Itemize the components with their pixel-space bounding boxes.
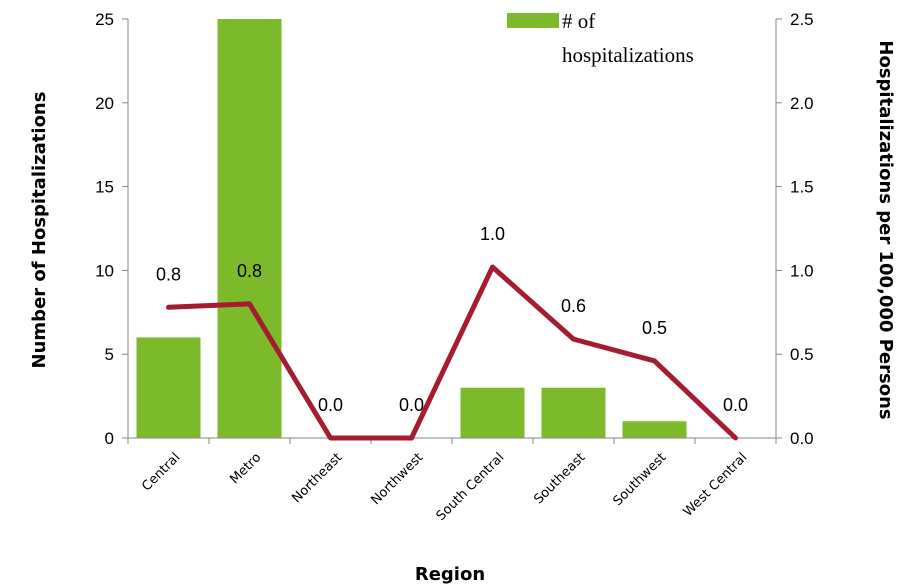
y-ticks-right: 0.0 0.5 1.0 1.5 2.0 2.5 bbox=[776, 10, 814, 448]
data-label: 0.0 bbox=[318, 395, 343, 415]
bar bbox=[217, 19, 282, 438]
y-tick-label: 0 bbox=[105, 429, 114, 448]
y2-tick-label: 0.5 bbox=[790, 345, 814, 364]
legend-label-line1: # of bbox=[562, 9, 595, 33]
bar bbox=[622, 421, 687, 438]
y-tick-label: 20 bbox=[95, 94, 114, 113]
y2-tick-label: 1.0 bbox=[790, 261, 814, 280]
bar bbox=[136, 337, 201, 438]
legend-swatch bbox=[507, 13, 559, 28]
data-label: 0.5 bbox=[642, 318, 667, 338]
x-tick-label: Northwest bbox=[368, 450, 426, 508]
bar bbox=[541, 387, 606, 438]
data-label: 0.6 bbox=[561, 296, 586, 316]
x-tick-label: South Central bbox=[434, 450, 508, 524]
y-tick-label: 15 bbox=[95, 178, 114, 197]
x-axis-title: Region bbox=[415, 564, 485, 585]
data-label: 0.8 bbox=[156, 264, 181, 284]
legend-label-line2: hospitalizations bbox=[562, 43, 694, 67]
y2-tick-label: 0.0 bbox=[790, 429, 814, 448]
y-tick-label: 5 bbox=[105, 345, 114, 364]
legend: # of hospitalizations bbox=[507, 9, 694, 67]
x-tick-label: Metro bbox=[227, 450, 264, 487]
bar bbox=[460, 387, 525, 438]
data-label: 0.8 bbox=[237, 261, 262, 281]
y-ticks-left: 0 5 10 15 20 25 bbox=[95, 10, 128, 448]
x-tick-label: Southeast bbox=[531, 450, 588, 507]
y-tick-label: 25 bbox=[95, 10, 114, 29]
y2-tick-label: 2.5 bbox=[790, 10, 814, 29]
line-path bbox=[166, 264, 738, 441]
y2-tick-label: 2.0 bbox=[790, 94, 814, 113]
bar-series bbox=[136, 19, 687, 438]
x-tick-label: Southwest bbox=[610, 450, 669, 509]
data-label: 0.0 bbox=[723, 395, 748, 415]
data-labels: 0.8 0.8 0.0 0.0 1.0 0.6 0.5 0.0 bbox=[156, 224, 748, 415]
y-axis-title-right: Hospitalizations per 100,000 Persons bbox=[875, 40, 896, 419]
x-tick-label: West Central bbox=[681, 450, 751, 520]
x-tick-label: Central bbox=[139, 450, 183, 494]
x-ticks: Central Metro Northeast Northwest South Cent… bbox=[127, 438, 777, 524]
data-label: 0.0 bbox=[399, 395, 424, 415]
line-series bbox=[166, 264, 738, 441]
y-axis-title-left: Number of Hospitalizations bbox=[29, 92, 50, 369]
x-tick-label: Northeast bbox=[289, 450, 345, 506]
y2-tick-label: 1.5 bbox=[790, 178, 814, 197]
y-tick-label: 10 bbox=[95, 261, 114, 280]
data-label: 1.0 bbox=[480, 224, 505, 244]
